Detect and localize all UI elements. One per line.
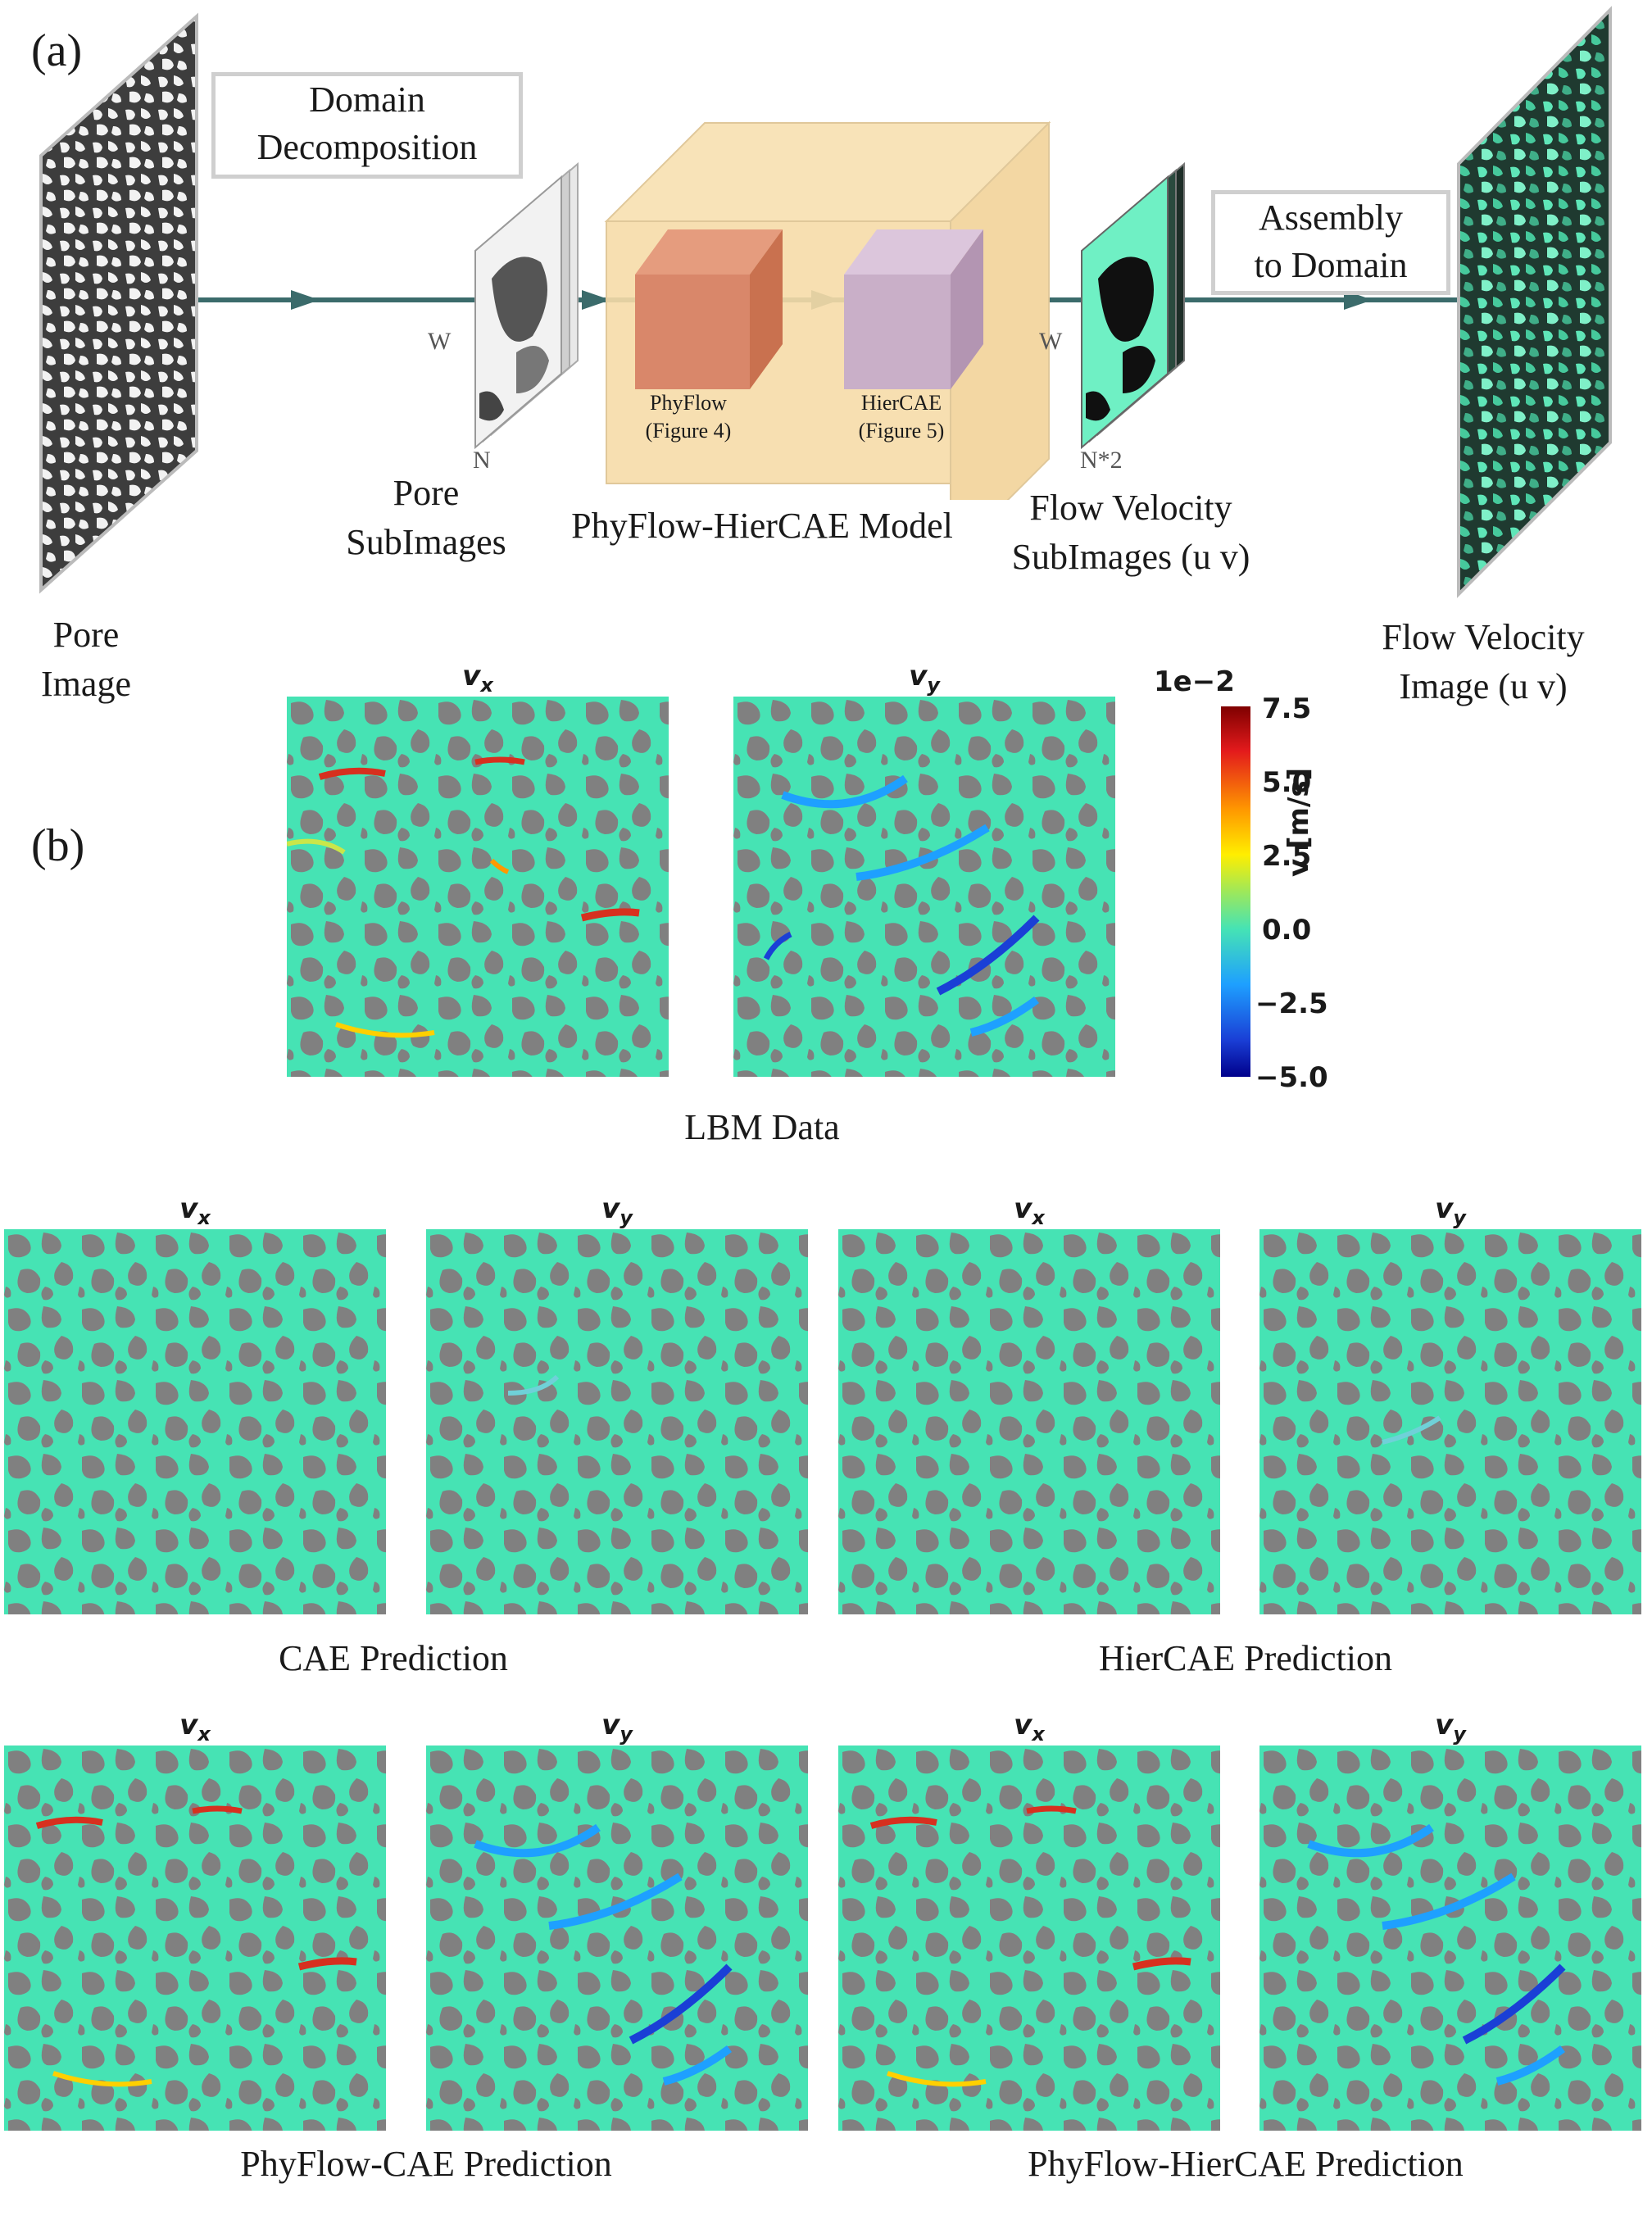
phyflow-hiercae-vy-sub: y [1453,1722,1466,1746]
colorbar [1221,706,1250,1077]
flow-subimages-stack [1081,161,1185,450]
model-title: PhyFlow-HierCAE Model [571,506,953,546]
lbm-vy-symbol: v [909,660,928,692]
lbm-vx-title: vx [287,660,669,697]
colorbar-label: v [m/s] [1282,767,1315,877]
pore-sub-w: W [428,328,452,355]
lbm-vy-title: vy [733,660,1115,697]
pore-subimages-line2: SubImages [346,522,506,562]
colorbar-tick-0: 7.5 [1262,692,1312,725]
flow-image-line1: Flow Velocity [1382,617,1585,657]
phyflow-ref: (Figure 4) [645,419,732,443]
phyflow-hiercae-vx-symbol: v [1014,1709,1032,1741]
flow-image-slab [1457,6,1612,598]
domain-decomposition-line1: Domain [309,79,425,120]
colorbar-tick-5: −5.0 [1255,1061,1328,1094]
phyflow-cae-vy-field [426,1746,808,2131]
colorbar-tick-2: 2.5 [1262,840,1312,873]
cae-vy-field [426,1229,808,1614]
lbm-vy-field [733,697,1115,1077]
flow-image-line2: Image (u v) [1399,666,1568,706]
phyflow-label: PhyFlow [650,391,727,415]
pore-image-slab [39,12,198,594]
phyflow-cae-vx-field [4,1746,386,2131]
caption-lbm: LBM Data [684,1107,840,1147]
lbm-vx-field [287,697,669,1077]
flow-subimages-line2: SubImages (u v) [1011,537,1250,577]
phyflow-cae-vy-symbol: v [601,1709,620,1741]
hiercae-vy-title: vy [1259,1192,1641,1229]
hiercae-block: HierCAE (Figure 5) [840,389,963,445]
hiercae-vx-sub: x [1032,1205,1045,1229]
colorbar-exponent: 1e−2 [1154,665,1235,698]
phyflow-hiercae-vy-title: vy [1259,1709,1641,1746]
flow-sub-n2: N*2 [1080,447,1123,474]
cae-vy-symbol: v [601,1192,620,1225]
lbm-vy-sub: y [927,673,940,697]
hiercae-vy-field [1259,1229,1641,1614]
flow-image-label: Flow Velocity Image (u v) [1344,613,1622,711]
pore-image-line1: Pore [52,615,120,655]
cae-vy-title: vy [426,1192,808,1229]
phyflow-cae-vx-title: vx [4,1709,386,1746]
hiercae-vx-field [838,1229,1220,1614]
pore-subimages-stack [474,161,579,450]
hiercae-vy-symbol: v [1435,1192,1454,1225]
phyflow-cae-vy-title: vy [426,1709,808,1746]
cae-vx-symbol: v [179,1192,198,1225]
flow-sub-w: W [1039,328,1063,355]
phyflow-block: PhyFlow (Figure 4) [627,389,750,445]
colorbar-tick-1: 5.0 [1262,766,1312,799]
caption-phyflow-cae: PhyFlow-CAE Prediction [240,2144,612,2184]
caption-cae: CAE Prediction [279,1638,508,1678]
cae-vx-field [4,1229,386,1614]
hiercae-label: HierCAE [860,391,942,415]
lbm-vx-symbol: v [462,660,481,692]
phyflow-hiercae-vy-field [1259,1746,1641,2131]
pore-subimages-label: Pore SubImages [328,469,524,567]
colorbar-tick-4: −2.5 [1255,987,1328,1020]
assembly-line2: to Domain [1254,245,1408,285]
phyflow-hiercae-vx-title: vx [838,1709,1220,1746]
hiercae-ref: (Figure 5) [858,419,945,443]
assembly-box: Assembly to Domain [1211,190,1450,295]
assembly-line1: Assembly [1259,197,1403,238]
domain-decomposition-box: Domain Decomposition [211,72,523,179]
flow-subimages-label: Flow Velocity SubImages (u v) [983,483,1278,582]
cae-vx-title: vx [4,1192,386,1229]
pore-image-line2: Image [41,664,131,704]
pore-subimages-line1: Pore [393,473,460,513]
flow-subimages-line1: Flow Velocity [1029,488,1232,528]
cae-vx-sub: x [197,1205,211,1229]
cae-vy-sub: y [620,1205,633,1229]
phyflow-hiercae-vy-symbol: v [1435,1709,1454,1741]
lbm-vx-sub: x [480,673,493,697]
hiercae-vy-sub: y [1453,1205,1466,1229]
caption-hiercae: HierCAE Prediction [1098,1638,1393,1678]
phyflow-cae-vy-sub: y [620,1722,633,1746]
phyflow-cae-vx-sub: x [197,1722,211,1746]
phyflow-hiercae-vx-sub: x [1032,1722,1045,1746]
pore-image-label: Pore Image [25,611,148,709]
hiercae-vx-title: vx [838,1192,1220,1229]
caption-phyflow-hiercae: PhyFlow-HierCAE Prediction [1028,2144,1464,2184]
panel-a-label: (a) [31,25,83,76]
model-box [604,120,1051,500]
pore-sub-n: N [473,447,491,474]
phyflow-cae-vx-symbol: v [179,1709,198,1741]
hiercae-vx-symbol: v [1014,1192,1032,1225]
domain-decomposition-line2: Decomposition [256,127,478,167]
panel-b-label: (b) [31,820,85,871]
phyflow-hiercae-vx-field [838,1746,1220,2131]
colorbar-tick-3: 0.0 [1262,914,1312,947]
